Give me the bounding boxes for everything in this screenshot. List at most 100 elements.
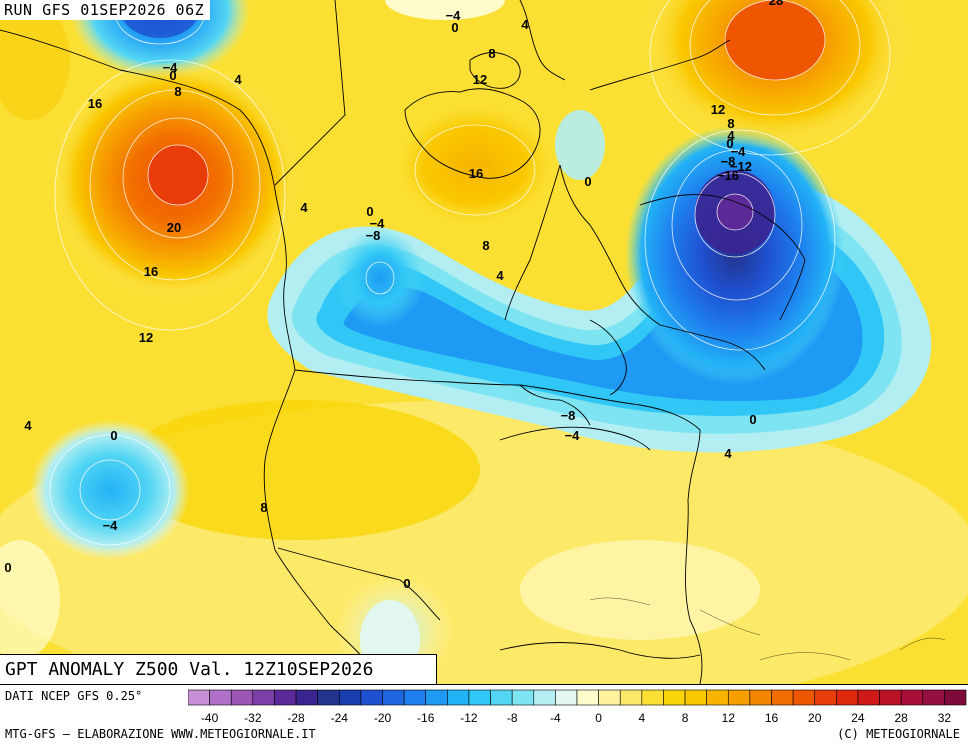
legend-swatch [792,689,816,706]
legend-swatch [555,689,578,706]
legend-swatch [533,689,556,706]
map-label: 4 [300,200,308,215]
map-label: 4 [521,17,529,32]
legend-tick-label: -24 [331,711,349,725]
legend-swatch [511,689,535,706]
legend-tick-label: -12 [460,711,478,725]
anomaly-map: −4 0 4 8 −4 0 8 4 16 12 20 16 12 4 16 0 … [0,0,968,684]
map-label: 0 [749,412,756,427]
legend-swatch [771,689,794,706]
map-label: 0 [110,428,117,443]
map-label: 8 [488,46,495,61]
legend-swatch [209,689,232,706]
map-label: −8 [561,408,576,423]
legend-swatch [188,689,210,706]
legend-tick-label: 20 [808,711,822,725]
map-label: 0 [451,20,458,35]
legend-tick-label: -40 [201,711,219,725]
map-label: −4 [370,216,386,231]
contour-labels: −4 0 4 8 −4 0 8 4 16 12 20 16 12 4 16 0 … [4,0,783,591]
map-label: 20 [167,220,181,235]
map-label: 8 [174,84,181,99]
legend-swatch [814,689,837,706]
legend-swatch [857,689,880,706]
legend-swatch [338,689,362,706]
map-label: −4 [731,144,747,159]
legend-swatch [619,689,643,706]
legend-swatch [598,689,621,706]
legend-swatch [749,689,772,706]
legend-swatch [274,689,297,706]
legend-swatch [252,689,275,706]
color-legend: DATI NCEP GFS 0.25° -40 -32 -28 -24 -20 -16 -1… [0,684,968,746]
map-label: 12 [139,330,153,345]
contour-lines [49,0,891,546]
colorbar: -40 -32 -28 -24 -20 -16 -12 -8 -4 0 4 8 12 16 20 24 28 32… [188,689,967,725]
legend-tick-label: 24 [851,711,865,725]
map-label: −8 [366,228,381,243]
map-label: 8 [482,238,489,253]
legend-tick-label: -16 [417,711,435,725]
map-label: 0 [4,560,11,575]
map-label: 8 [727,116,734,131]
map-label: 28 [769,0,783,8]
map-label: 4 [24,418,32,433]
legend-swatch [447,689,470,706]
map-label: −12 [730,159,752,174]
legend-tick-label: 28 [894,711,908,725]
map-label: 8 [260,500,267,515]
legend-tick-label: -4 [550,711,561,725]
coastlines [0,0,806,684]
legend-swatch [836,689,859,706]
map-label: −4 [446,8,462,23]
legend-swatch [684,689,707,706]
legend-tick-label: -8 [507,711,518,725]
map-label: −8 [721,154,736,169]
map-label: 16 [88,96,102,111]
legend-swatch [360,689,383,706]
run-label: RUN GFS 01SEP2026 06Z [0,0,211,20]
map-label: −4 [163,60,179,75]
map-label: 4 [496,268,504,283]
legend-tick-label: 16 [765,711,779,725]
map-title: GPT ANOMALY Z500 Val. 12Z10SEP2026 [0,654,437,684]
map-label: 0 [726,136,733,151]
map-label: 4 [727,128,735,143]
legend-tick-label: 0 [595,711,602,725]
map-label: 12 [711,102,725,117]
map-label: 12 [473,72,487,87]
legend-swatch [490,689,513,706]
legend-swatch [706,689,729,706]
data-source-label: DATI NCEP GFS 0.25° [5,689,143,703]
map-label: 4 [724,446,732,461]
legend-swatch [576,689,599,706]
map-label: 0 [403,576,410,591]
legend-swatch [922,689,945,706]
credit-right: (C) METEOGIORNALE [837,727,960,741]
map-label: 16 [469,166,483,181]
legend-swatch [230,689,254,706]
map-label: −16 [717,168,739,183]
map-label: −4 [103,518,119,533]
legend-tick-label: -32 [244,711,262,725]
legend-swatch [641,689,664,706]
legend-swatch [663,689,686,706]
legend-swatch [317,689,340,706]
legend-swatch [382,689,405,706]
map-label: 0 [584,174,591,189]
legend-swatch [879,689,902,706]
legend-tick-label: 12 [722,711,736,725]
credit-left: MTG-GFS — ELABORAZIONE WWW.METEOGIORNALE… [5,727,316,741]
legend-swatch [468,689,491,706]
legend-swatch [425,689,448,706]
legend-swatch [295,689,318,706]
map-label: 16 [144,264,158,279]
map-label: 0 [366,204,373,219]
legend-tick-label: 4 [638,711,645,725]
map-label: 4 [234,72,242,87]
legend-swatch [727,689,751,706]
map-label: −4 [565,428,581,443]
legend-tick-label: -28 [287,711,305,725]
legend-swatch [900,689,924,706]
